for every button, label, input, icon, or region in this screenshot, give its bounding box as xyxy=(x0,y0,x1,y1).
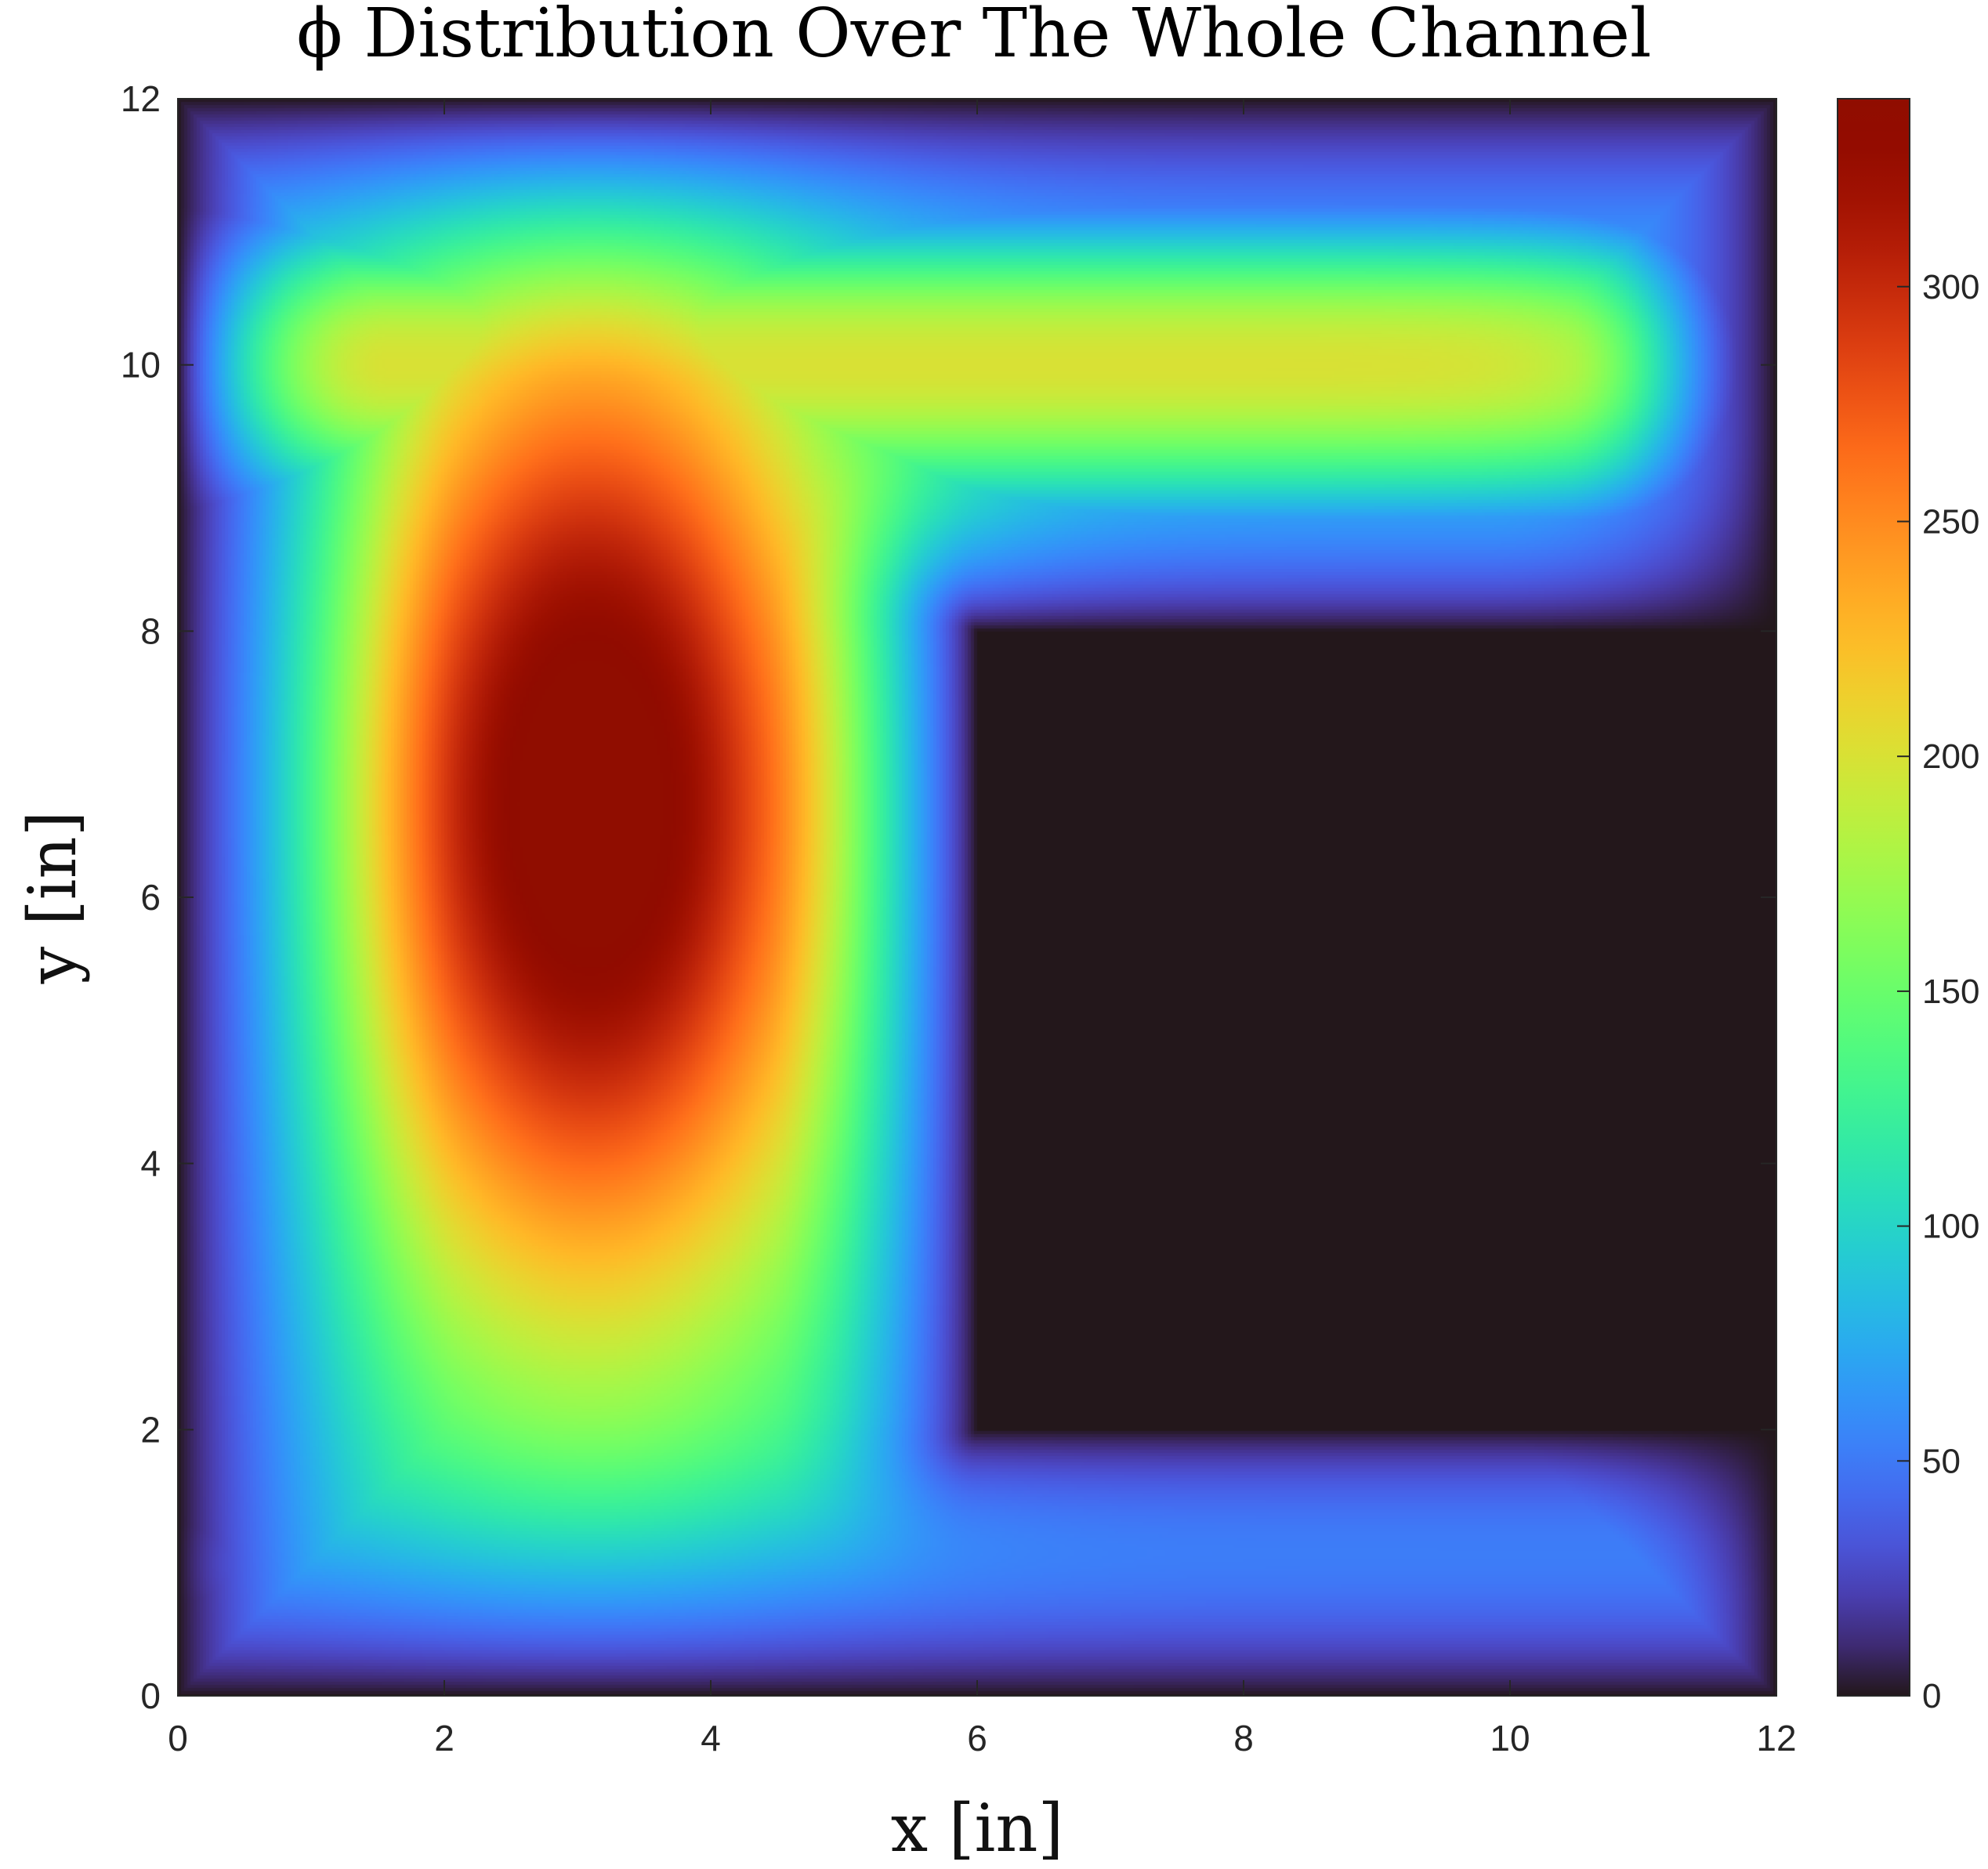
x-tick-label: 0 xyxy=(168,1718,188,1759)
y-tick-label: 10 xyxy=(121,345,161,386)
y-axis-title: y [in] xyxy=(14,811,91,985)
colorbar-bar xyxy=(1837,98,1910,1697)
x-tick-label: 2 xyxy=(434,1718,454,1759)
colorbar-tick-label: 0 xyxy=(1922,1677,1941,1715)
colorbar-tick-label: 100 xyxy=(1922,1208,1979,1246)
colorbar-tick-label: 150 xyxy=(1922,973,1979,1011)
x-axis-ticks: 0 2 4 6 8 10 12 xyxy=(168,99,1797,1759)
colorbar-tick-label: 50 xyxy=(1922,1442,1961,1480)
y-tick-label: 8 xyxy=(140,610,161,651)
colorbar-tick-label: 250 xyxy=(1922,502,1979,541)
colorbar-ticks: 0 50 100 150 200 250 300 xyxy=(1897,268,1979,1715)
y-tick-label: 0 xyxy=(140,1675,161,1716)
heatmap-canvas xyxy=(178,99,1776,1696)
x-axis-title: x [in] xyxy=(891,1790,1064,1867)
chart-title: ϕ Distribution Over The Whole Channel xyxy=(296,0,1651,73)
y-axis-ticks: 0 2 4 6 8 10 12 xyxy=(121,78,1776,1716)
plot-area: 0 2 4 6 8 10 12 0 2 4 6 8 10 12 xyxy=(121,78,1797,1759)
x-tick-label: 10 xyxy=(1490,1718,1530,1759)
x-tick-label: 8 xyxy=(1233,1718,1254,1759)
heatmap-canvas-wrapper xyxy=(178,99,1776,1696)
x-tick-label: 4 xyxy=(701,1718,721,1759)
x-tick-label: 12 xyxy=(1756,1718,1796,1759)
y-tick-label: 6 xyxy=(140,877,161,918)
y-tick-label: 12 xyxy=(121,78,161,119)
x-tick-label: 6 xyxy=(967,1718,987,1759)
colorbar: 0 50 100 150 200 250 300 xyxy=(1837,98,1979,1715)
colorbar-tick-label: 300 xyxy=(1922,268,1979,306)
y-tick-label: 2 xyxy=(140,1409,161,1450)
colorbar-tick-label: 200 xyxy=(1922,737,1979,776)
y-tick-label: 4 xyxy=(140,1143,161,1184)
